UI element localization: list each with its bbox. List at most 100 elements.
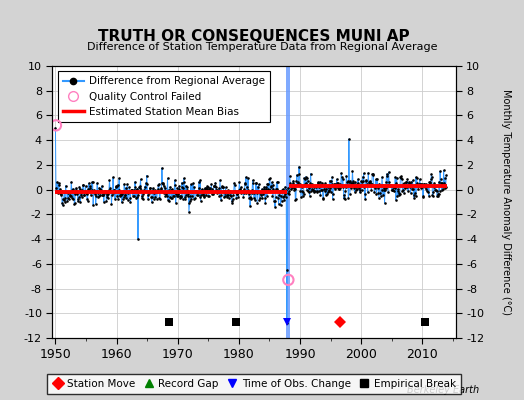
Point (371, 183, 379, 189)
Point (355, 189, 364, 196)
Point (144, 192, 152, 198)
Point (116, 189, 125, 196)
Point (413, 182, 422, 189)
Point (345, 136, 353, 142)
Point (365, 179, 373, 185)
Point (376, 182, 384, 188)
Point (56, 190, 64, 196)
Point (374, 190, 383, 196)
Point (60, 194, 69, 201)
Point (253, 189, 261, 196)
Point (441, 175, 449, 181)
Point (301, 181, 309, 187)
Point (93, 188, 101, 194)
Point (412, 175, 421, 182)
Point (180, 175, 188, 182)
Point (138, 196, 147, 202)
Point (397, 175, 405, 181)
Point (397, 173, 406, 180)
Point (311, 182, 320, 189)
Point (357, 187, 366, 194)
Point (148, 199, 156, 206)
Point (123, 189, 131, 196)
Point (332, 183, 340, 189)
Point (337, 174, 346, 181)
Point (399, 187, 407, 194)
Point (324, 184, 332, 190)
Point (201, 185, 209, 191)
Point (387, 183, 396, 190)
Point (314, 188, 323, 194)
Point (389, 186, 397, 193)
Point (252, 180, 260, 186)
Point (276, 188, 284, 194)
Point (52, 185, 61, 191)
Point (141, 180, 150, 186)
Point (263, 180, 271, 187)
Point (53, 179, 61, 185)
Point (364, 189, 372, 196)
Point (388, 187, 396, 193)
Point (250, 195, 258, 201)
Point (266, 175, 274, 182)
Point (138, 195, 146, 202)
Point (302, 187, 311, 194)
Point (315, 183, 323, 190)
Point (172, 190, 180, 197)
Point (299, 191, 308, 197)
Point (303, 175, 311, 181)
Point (388, 184, 397, 190)
Point (230, 188, 238, 194)
Point (181, 194, 190, 200)
Point (203, 186, 211, 192)
Point (413, 180, 421, 186)
Point (383, 173, 391, 179)
Point (89, 179, 97, 185)
Point (71, 190, 80, 197)
Point (166, 184, 174, 190)
Point (321, 180, 330, 186)
Point (418, 184, 426, 190)
Point (384, 189, 392, 196)
Point (123, 181, 132, 188)
Point (355, 185, 363, 191)
Point (198, 186, 206, 192)
Point (143, 181, 151, 187)
Point (278, 186, 287, 193)
Point (395, 190, 403, 196)
Point (425, 179, 433, 186)
Point (140, 187, 148, 193)
Point (403, 176, 412, 182)
Point (166, 194, 174, 200)
Point (232, 195, 241, 201)
Point (139, 191, 147, 198)
Point (369, 172, 377, 178)
Point (160, 183, 168, 189)
Point (143, 172, 151, 179)
Point (312, 184, 321, 191)
Point (318, 187, 326, 193)
Point (412, 193, 420, 200)
Point (270, 198, 279, 205)
Point (401, 184, 409, 190)
Point (208, 190, 216, 197)
Point (184, 190, 193, 197)
Point (91, 190, 99, 197)
Point (188, 189, 196, 196)
Point (62, 189, 70, 195)
Point (393, 193, 401, 200)
Point (440, 167, 448, 174)
Point (237, 184, 245, 190)
Point (370, 185, 379, 191)
Point (376, 190, 385, 197)
Point (428, 192, 436, 198)
Point (364, 170, 373, 176)
Point (435, 187, 444, 194)
Point (341, 188, 350, 195)
Point (334, 184, 342, 191)
Point (436, 176, 445, 182)
Point (194, 185, 203, 191)
Point (425, 179, 434, 185)
Point (165, 198, 173, 204)
Point (256, 194, 264, 201)
